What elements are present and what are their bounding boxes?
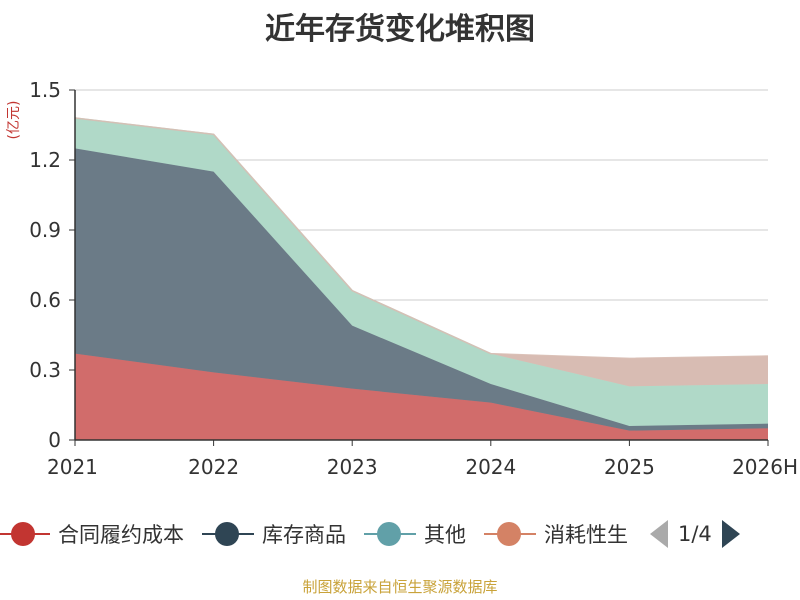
area-series-4	[75, 118, 768, 387]
x-tick-label: 2022	[188, 455, 239, 479]
legend-swatch	[202, 521, 254, 547]
legend-page-indicator: 1/4	[678, 522, 712, 546]
y-tick-label: 0.6	[29, 288, 61, 312]
y-tick-label: 1.2	[29, 148, 61, 172]
legend-swatch-dot	[215, 522, 239, 546]
legend: 合同履约成本 库存商品 其他 消耗性生 1/4	[0, 516, 800, 552]
legend-swatch	[0, 521, 50, 547]
data-source-note: 制图数据来自恒生聚源数据库	[302, 578, 498, 596]
legend-item[interactable]: 合同履约成本	[0, 519, 184, 549]
y-tick-label: 0.9	[29, 218, 61, 242]
area-series-1	[75, 353, 768, 440]
legend-item[interactable]: 消耗性生	[484, 519, 628, 549]
legend-label: 库存商品	[262, 523, 346, 547]
series-line-2	[74, 147, 769, 427]
y-tick-label: 0	[48, 428, 61, 452]
x-tick-label: 2021	[47, 455, 98, 479]
axes: 0 0.3 0.6 0.9 1.2 1.5 2021 2022 2023 2024 2025 2026…	[29, 78, 798, 479]
area-series-3	[75, 118, 768, 426]
legend-swatch-dot	[377, 522, 401, 546]
legend-label: 合同履约成本	[58, 523, 184, 547]
legend-item[interactable]: 其他	[364, 519, 466, 549]
x-tick-label: 2024	[465, 455, 516, 479]
legend-swatch-dot	[11, 522, 35, 546]
series-line-4	[74, 117, 769, 360]
legend-pager: 1/4	[650, 520, 740, 548]
legend-prev-page-icon[interactable]	[650, 520, 668, 548]
legend-swatch-dot	[497, 522, 521, 546]
x-tick-label: 2023	[327, 455, 378, 479]
legend-label: 其他	[424, 523, 466, 547]
stacked-areas	[74, 117, 769, 440]
legend-item[interactable]: 库存商品	[202, 519, 346, 549]
x-tick-label: 2026H	[732, 455, 798, 479]
y-axis-unit-label: (亿元)	[6, 101, 22, 140]
legend-next-page-icon[interactable]	[721, 520, 740, 548]
y-tick-label: 1.5	[29, 78, 61, 102]
legend-swatch	[364, 521, 416, 547]
legend-label: 消耗性生	[544, 523, 628, 547]
y-tick-label: 0.3	[29, 358, 61, 382]
x-tick-label: 2025	[604, 455, 655, 479]
chart-title: 近年存货变化堆积图	[265, 12, 535, 47]
legend-swatch	[484, 521, 536, 547]
area-series-2	[75, 148, 768, 431]
